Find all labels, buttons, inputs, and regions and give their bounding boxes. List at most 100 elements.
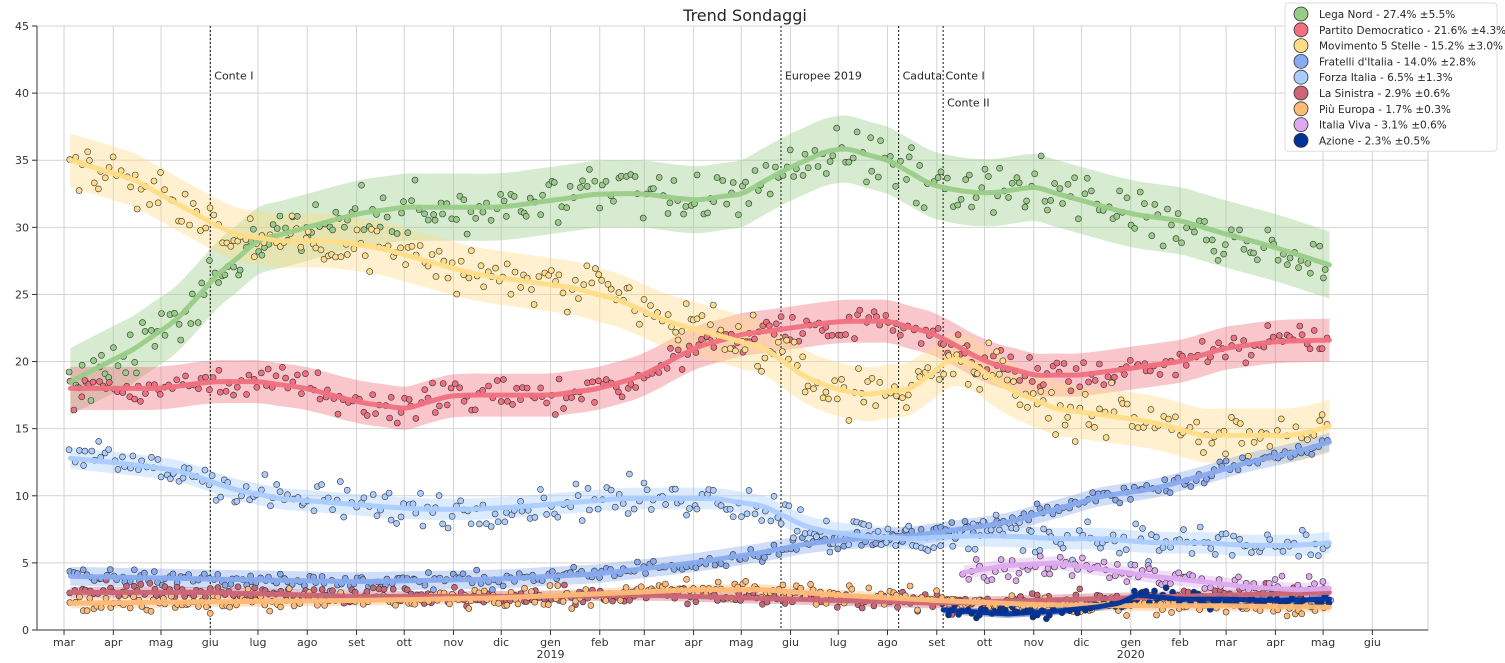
legend-label: Fratelli d'Italia - 14.0% ±2.8% [1319,56,1476,68]
poll-point [934,325,942,332]
poll-point [1207,584,1214,592]
poll-point [510,193,518,200]
poll-point [285,585,293,592]
poll-point [214,584,222,591]
poll-point [477,262,485,270]
trend-line [67,318,1332,411]
poll-point [1056,185,1064,192]
poll-point [282,224,289,232]
poll-point [588,279,596,287]
poll-point [1240,246,1248,253]
poll-point [511,268,519,276]
poll-point [807,580,814,588]
poll-point [793,527,801,535]
poll-point [1116,187,1123,195]
poll-point [586,166,593,173]
poll-point [479,208,487,216]
poll-point [1148,232,1156,239]
poll-point [83,607,91,615]
poll-point [1318,345,1326,353]
poll-point [1250,249,1257,257]
poll-point [537,486,544,493]
poll-point [1298,331,1306,339]
poll-point [717,326,725,334]
poll-point [480,283,488,291]
poll-point [935,376,943,383]
x-tick-label: feb [591,636,609,649]
poll-point [400,198,407,205]
poll-point [1295,552,1302,560]
poll-point [503,509,510,516]
poll-point [234,583,242,591]
poll-point [1187,483,1195,490]
poll-point [465,274,473,282]
poll-point [971,545,979,553]
poll-point [267,502,274,510]
poll-point [543,511,550,518]
poll-point [1091,377,1099,384]
poll-point [615,388,622,396]
poll-point [290,602,298,610]
poll-point [142,390,149,397]
poll-point [95,185,102,193]
poll-point [1162,584,1170,592]
legend-marker [1293,6,1309,22]
x-tick-label: mag [729,636,753,649]
poll-point [201,466,209,474]
poll-point [735,323,742,330]
legend-marker [1293,22,1309,38]
poll-point [904,391,912,399]
x-tick-label: mag [149,636,173,649]
poll-point [864,378,872,385]
poll-point [1283,612,1291,620]
legend-marker [1293,117,1309,132]
poll-point [1033,500,1041,508]
poll-point [949,370,957,378]
x-tick-label: gen [1120,636,1141,649]
poll-point [1308,450,1316,458]
poll-point [1116,549,1123,557]
poll-point [428,251,436,258]
poll-point [459,570,467,578]
poll-point [1166,489,1174,497]
poll-point [647,302,654,309]
poll-point [133,205,141,213]
poll-point [953,351,961,359]
poll-point [1159,242,1167,250]
poll-point [707,321,714,329]
poll-point [298,390,305,398]
poll-point [1104,373,1112,381]
poll-point [860,398,868,406]
poll-point [630,505,638,513]
poll-point [131,358,138,366]
poll-point [826,158,834,165]
poll-point [825,395,832,403]
poll-point [1026,354,1033,361]
poll-point [793,362,801,369]
poll-point [95,438,102,445]
poll-point [916,162,924,169]
poll-point [607,486,615,494]
poll-point [1265,579,1273,587]
poll-point [723,200,731,208]
poll-point [535,273,543,280]
poll-point [650,557,657,565]
poll-point [273,481,281,488]
poll-point [86,157,93,164]
poll-point [1003,376,1011,384]
poll-point [1008,179,1016,187]
poll-point [456,384,464,392]
poll-point [732,347,739,355]
poll-point [560,405,567,412]
poll-point [1036,552,1044,560]
poll-point [460,196,468,204]
poll-point [551,411,559,418]
poll-point [353,226,361,234]
poll-point [1091,423,1098,431]
poll-point [804,164,812,172]
poll-point [937,168,945,176]
poll-point [272,372,280,380]
poll-point [631,173,639,180]
poll-point [507,290,515,298]
poll-point [317,246,325,254]
